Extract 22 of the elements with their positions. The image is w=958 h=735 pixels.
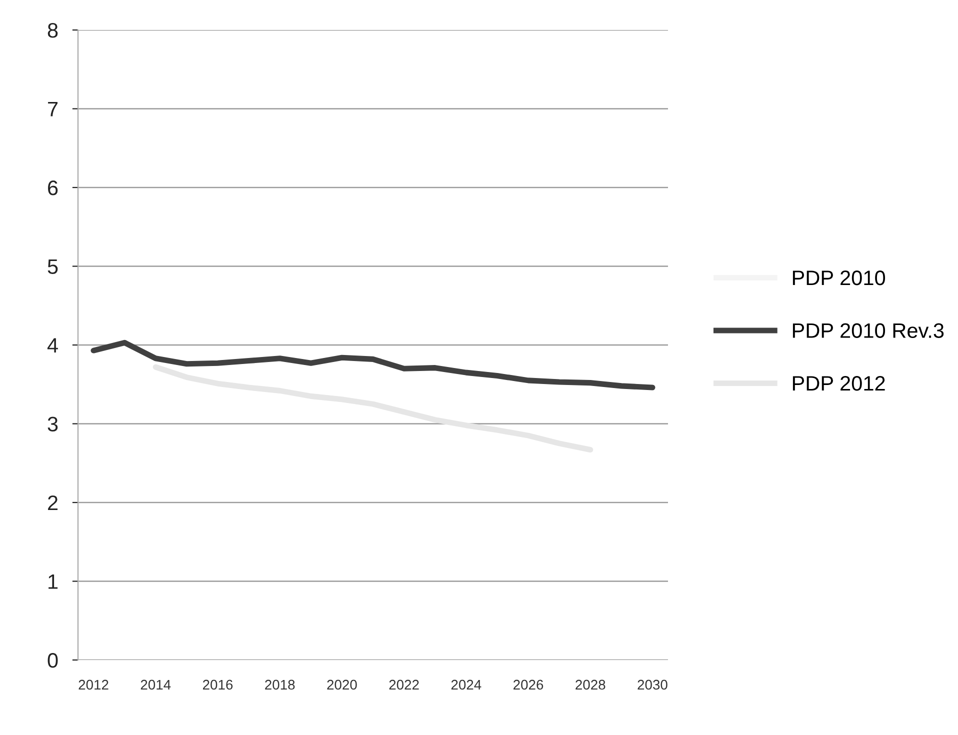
y-tick-label: 1 bbox=[48, 574, 58, 589]
y-tick-label: 4 bbox=[47, 338, 58, 353]
x-tick-label: 2012 bbox=[78, 680, 108, 690]
x-tick-label: 2020 bbox=[327, 680, 357, 690]
legend-label: PDP 2010 Rev.3 bbox=[792, 323, 944, 338]
legend-label: PDP 2010 bbox=[792, 270, 886, 286]
y-tick-label: 7 bbox=[48, 102, 58, 116]
x-tick-label: 2022 bbox=[389, 680, 419, 690]
y-tick-label: 8 bbox=[48, 23, 58, 38]
x-tick-label: 2016 bbox=[202, 680, 233, 690]
x-tick-label: 2028 bbox=[576, 680, 606, 690]
y-tick-label: 0 bbox=[48, 653, 58, 668]
legend-label: PDP 2012 bbox=[792, 376, 885, 391]
y-tick-label: 5 bbox=[48, 259, 58, 274]
x-tick-label: 2024 bbox=[451, 680, 482, 690]
x-tick-label: 2014 bbox=[140, 680, 171, 690]
y-tick-label: 2 bbox=[48, 496, 58, 510]
x-tick-label: 2026 bbox=[514, 680, 544, 690]
x-tick-label: 2018 bbox=[265, 680, 295, 690]
y-tick-label: 3 bbox=[48, 416, 58, 432]
x-tick-label: 2030 bbox=[638, 680, 668, 690]
y-tick-label: 6 bbox=[48, 180, 58, 196]
